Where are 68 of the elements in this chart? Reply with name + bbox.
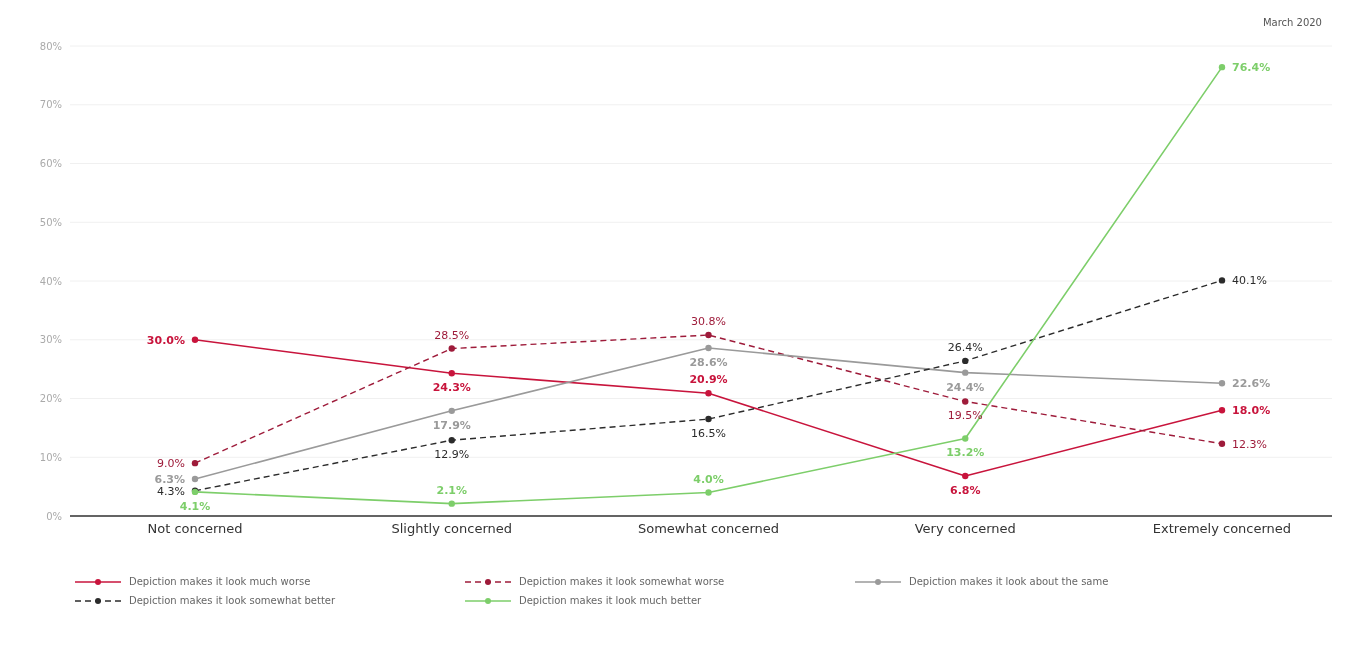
point bbox=[705, 331, 712, 339]
point bbox=[1218, 440, 1226, 447]
data-label: 24.3% bbox=[432, 381, 471, 395]
point bbox=[191, 336, 199, 343]
data-label: 2.1% bbox=[436, 483, 468, 497]
data-label: 26.4% bbox=[947, 340, 983, 354]
y-tick-label: 60% bbox=[39, 158, 62, 170]
data-label: 4.0% bbox=[693, 472, 724, 486]
data-label: 30.0% bbox=[146, 333, 185, 347]
data-label: 17.9% bbox=[432, 418, 471, 432]
data-label: 16.5% bbox=[691, 427, 726, 441]
data-label: 18.0% bbox=[1232, 404, 1271, 418]
data-label: 76.4% bbox=[1232, 61, 1271, 75]
x-tick-label: Extremely concerned bbox=[1152, 521, 1292, 537]
data-label: 12.3% bbox=[1232, 437, 1267, 451]
data-label: 30.8% bbox=[691, 315, 726, 329]
legend-label: Depiction makes it look somewhat worse bbox=[519, 576, 725, 587]
point bbox=[1218, 407, 1226, 414]
point bbox=[705, 489, 712, 496]
point bbox=[448, 500, 455, 507]
point bbox=[448, 437, 455, 444]
y-tick-label: 20% bbox=[39, 393, 62, 405]
data-label: 19.5% bbox=[947, 409, 983, 423]
point bbox=[705, 390, 712, 397]
y-tick-label: 70% bbox=[39, 99, 62, 111]
point bbox=[448, 407, 455, 415]
data-label: 4.3% bbox=[157, 484, 185, 498]
point bbox=[1218, 277, 1226, 284]
point bbox=[962, 472, 969, 480]
y-tick-label: 50% bbox=[39, 216, 62, 228]
x-tick-label: Somewhat concerned bbox=[637, 521, 780, 537]
data-label: 13.2% bbox=[946, 446, 985, 460]
y-tick-label: 40% bbox=[39, 275, 62, 287]
legend-label: Depiction makes it look much worse bbox=[129, 576, 311, 587]
point bbox=[191, 475, 199, 483]
data-label: 22.6% bbox=[1232, 377, 1271, 391]
data-label: 6.3% bbox=[154, 472, 185, 486]
x-tick-label: Slightly concerned bbox=[391, 521, 513, 537]
x-tick-label: Not concerned bbox=[147, 521, 243, 537]
data-label: 4.1% bbox=[179, 499, 211, 513]
y-tick-label: 80% bbox=[39, 40, 62, 52]
data-label: 6.8% bbox=[949, 484, 981, 498]
point bbox=[962, 398, 969, 405]
y-tick-label: 30% bbox=[39, 334, 62, 346]
legend-label: Depiction makes it look somewhat better bbox=[129, 595, 336, 606]
data-label: 12.9% bbox=[434, 448, 470, 462]
x-tick-label: Very concerned bbox=[914, 521, 1016, 537]
point bbox=[962, 369, 969, 376]
point bbox=[448, 345, 455, 352]
point bbox=[448, 370, 455, 377]
point bbox=[705, 344, 712, 352]
point bbox=[962, 435, 969, 442]
point bbox=[1218, 63, 1226, 71]
data-label: 40.1% bbox=[1232, 274, 1267, 288]
text: March 2020 bbox=[1262, 16, 1322, 28]
y-tick-label: 10% bbox=[39, 451, 62, 463]
point bbox=[705, 415, 712, 423]
data-label: 28.6% bbox=[689, 355, 728, 369]
point bbox=[962, 357, 969, 365]
legend-label: Depiction makes it look about the same bbox=[909, 576, 1109, 587]
point bbox=[191, 459, 199, 467]
data-label: 24.4% bbox=[946, 380, 985, 394]
y-tick-label: 0% bbox=[46, 510, 62, 522]
point bbox=[1218, 380, 1226, 387]
data-label: 20.9% bbox=[689, 373, 728, 387]
data-label: 28.5% bbox=[434, 328, 470, 342]
data-label: 9.0% bbox=[157, 457, 185, 471]
legend-label: Depiction makes it look much better bbox=[519, 595, 702, 606]
